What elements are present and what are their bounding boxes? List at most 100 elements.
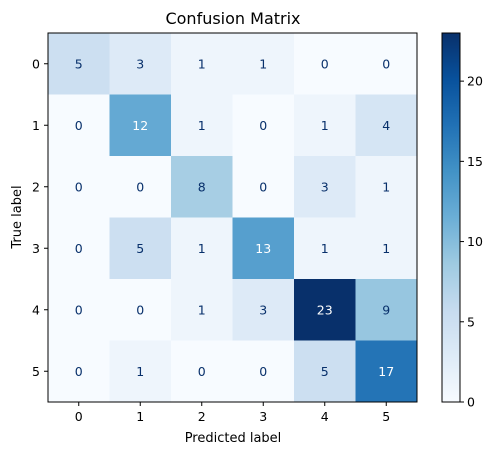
heatmap-cell: [171, 340, 233, 403]
heatmap-cell: [294, 217, 356, 280]
cell-value-label: 9: [382, 302, 390, 317]
heatmap-cell: [232, 217, 295, 280]
cell-value-label: 8: [198, 179, 206, 194]
cell-value-label: 1: [198, 56, 206, 71]
cell-value-label: 3: [321, 179, 329, 194]
x-tick-label: 2: [198, 409, 206, 424]
x-tick-label: 3: [259, 409, 267, 424]
cell-value-label: 0: [198, 364, 206, 379]
cell-value-label: 23: [317, 302, 333, 317]
cell-value-label: 13: [255, 241, 271, 256]
heatmap-cells: [48, 33, 418, 403]
cell-value-label: 0: [75, 364, 83, 379]
colorbar-tick-label: 20: [467, 74, 483, 89]
x-tick-label: 5: [382, 409, 390, 424]
y-axis-ticks: 0 1 2 3 4 5: [32, 56, 48, 379]
x-axis-ticks: 0 1 2 3 4 5: [75, 402, 390, 424]
heatmap-cell: [109, 340, 172, 403]
y-tick-label: 3: [32, 241, 40, 256]
cell-value-label: 0: [259, 118, 267, 133]
heatmap-cell: [109, 279, 172, 341]
heatmap-cell: [48, 279, 110, 341]
cell-value-label: 0: [75, 241, 83, 256]
colorbar-tick-label: 5: [467, 314, 475, 329]
cell-value-labels: 5 3 1 1 0 00 12 1 0 1 40 0 8 0 3 10 5 1 13 1 10 0 1 3 23 90 1 0 0 5 17: [75, 56, 394, 379]
cell-value-label: 0: [136, 302, 144, 317]
cell-value-label: 1: [382, 179, 390, 194]
heatmap-cell: [294, 33, 356, 95]
cell-value-label: 0: [75, 179, 83, 194]
heatmap-cell: [294, 279, 356, 341]
cell-value-label: 1: [198, 118, 206, 133]
colorbar-tick-label: 0: [467, 395, 475, 410]
cell-value-label: 1: [382, 241, 390, 256]
y-tick-label: 2: [32, 179, 40, 194]
heatmap-cell: [355, 279, 418, 341]
heatmap-cell: [355, 340, 418, 403]
chart-title: Confusion Matrix: [165, 9, 300, 28]
colorbar-tick-label: 15: [467, 154, 483, 169]
cell-value-label: 1: [321, 241, 329, 256]
heatmap-cell: [232, 279, 295, 341]
heatmap-cell: [355, 217, 418, 280]
heatmap-cell: [171, 33, 233, 95]
heatmap-cell: [232, 340, 295, 403]
cell-value-label: 17: [378, 364, 394, 379]
heatmap-cell: [48, 94, 110, 157]
heatmap-cell: [109, 217, 172, 280]
heatmap-cell: [355, 94, 418, 157]
y-tick-label: 4: [32, 302, 40, 317]
cell-value-label: 0: [259, 364, 267, 379]
heatmap-cell: [294, 156, 356, 218]
y-tick-label: 5: [32, 364, 40, 379]
y-axis-label: True label: [10, 185, 25, 249]
cell-value-label: 0: [259, 179, 267, 194]
cell-value-label: 3: [259, 302, 267, 317]
cell-value-label: 1: [321, 118, 329, 133]
cell-value-label: 5: [75, 56, 83, 71]
heatmap-cell: [109, 94, 172, 157]
cell-value-label: 3: [136, 56, 144, 71]
heatmap-cell: [171, 94, 233, 157]
cell-value-label: 1: [136, 364, 144, 379]
cell-value-label: 1: [259, 56, 267, 71]
x-tick-label: 0: [75, 409, 83, 424]
heatmap-cell: [171, 156, 233, 218]
cell-value-label: 5: [136, 241, 144, 256]
cell-value-label: 0: [136, 179, 144, 194]
heatmap-cell: [48, 33, 110, 95]
cell-value-label: 1: [198, 241, 206, 256]
x-tick-label: 1: [136, 409, 144, 424]
y-tick-label: 1: [32, 118, 40, 133]
y-tick-label: 0: [32, 56, 40, 71]
heatmap-cell: [48, 217, 110, 280]
cell-value-label: 5: [321, 364, 329, 379]
x-axis-label: Predicted label: [185, 431, 282, 446]
cell-value-label: 0: [75, 302, 83, 317]
heatmap-cell: [109, 156, 172, 218]
heatmap-cell: [232, 33, 295, 95]
cell-value-label: 12: [132, 118, 148, 133]
heatmap-cell: [48, 156, 110, 218]
x-tick-label: 4: [321, 409, 329, 424]
cell-value-label: 4: [382, 118, 390, 133]
heatmap-cell: [232, 94, 295, 157]
heatmap-cell: [355, 156, 418, 218]
heatmap-cell: [355, 33, 418, 95]
heatmap-cell: [171, 279, 233, 341]
cell-value-label: 0: [75, 118, 83, 133]
heatmap-cell: [109, 33, 172, 95]
heatmap-cell: [171, 217, 233, 280]
cell-value-label: 1: [198, 302, 206, 317]
cell-value-label: 0: [321, 56, 329, 71]
heatmap-cell: [48, 340, 110, 403]
plot-frame: [47, 32, 418, 403]
colorbar-tick-label: 10: [467, 234, 483, 249]
heatmap-cell: [232, 156, 295, 218]
colorbar: [441, 32, 461, 403]
cell-value-label: 0: [382, 56, 390, 71]
colorbar-ticks: 0 5 10 15 20: [460, 74, 483, 410]
heatmap-cell: [294, 94, 356, 157]
heatmap-cell: [294, 340, 356, 403]
